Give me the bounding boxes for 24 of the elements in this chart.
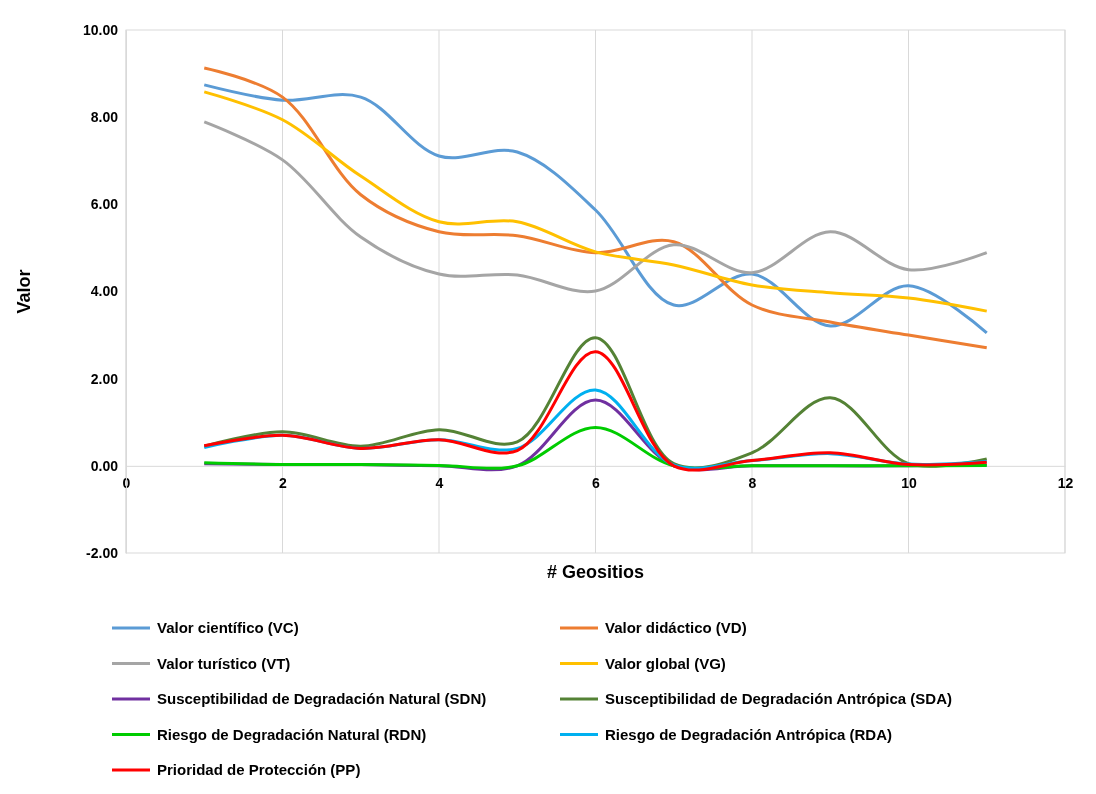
y-tick-label: 4.00: [90, 283, 119, 300]
legend-label: Valor didáctico (VD): [605, 619, 747, 636]
y-tick-label: 0.00: [90, 457, 119, 474]
x-axis-title: # Geositios: [546, 562, 645, 582]
legend-label: Valor turístico (VT): [157, 654, 291, 672]
y-tick-label: 6.00: [90, 196, 119, 213]
y-tick-label: 10.00: [82, 21, 119, 38]
legend-label: Valor científico (VC): [157, 619, 299, 636]
y-tick-label: 2.00: [90, 370, 119, 387]
legend-label: Susceptibilidad de Degradación Natural (SDN): [157, 690, 487, 707]
legend-label: Susceptibilidad de Degradación Antrópica (SDA): [605, 690, 952, 707]
x-tick-label: 6: [592, 474, 601, 491]
x-tick-label: 8: [748, 474, 757, 491]
x-tick-label: 4: [435, 474, 444, 491]
legend-label: Riesgo de Degradación Antrópica (RDA): [605, 725, 892, 743]
x-tick-label: 2: [279, 474, 288, 491]
x-tick-label: 10: [901, 474, 917, 491]
legend-label: Riesgo de Degradación Natural (RDN): [157, 725, 427, 743]
y-tick-label: -2.00: [86, 544, 119, 561]
x-tick-label: 12: [1057, 474, 1074, 491]
legend-label: Valor global (VG): [605, 654, 726, 672]
legend-label: Prioridad de Protección (PP): [157, 761, 361, 778]
y-tick-label: 8.00: [90, 109, 119, 126]
y-axis-title: Valor: [14, 269, 34, 314]
